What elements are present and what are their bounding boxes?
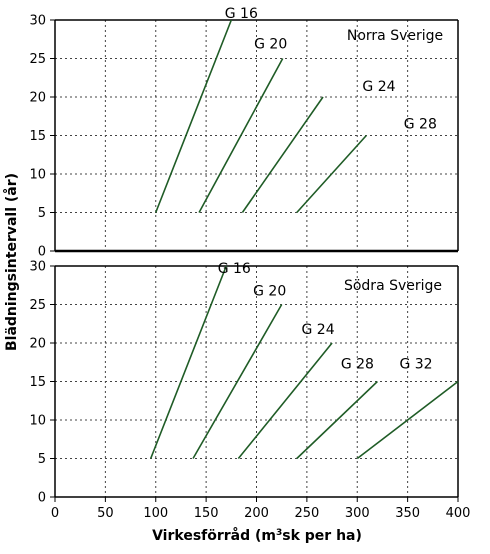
series-line bbox=[356, 380, 459, 460]
series-label: G 20 bbox=[253, 284, 286, 300]
y-axis-title: Blädningsintervall (år) bbox=[3, 173, 20, 351]
y-tick-label: 5 bbox=[38, 206, 46, 221]
y-tick-label: 10 bbox=[29, 168, 46, 183]
y-tick-label: 25 bbox=[29, 52, 46, 67]
series-line bbox=[296, 380, 378, 460]
series-label: G 24 bbox=[302, 322, 335, 338]
grid-layer bbox=[55, 20, 458, 497]
y-tick-label: 20 bbox=[29, 337, 46, 352]
x-tick-label: 150 bbox=[194, 506, 219, 521]
y-tick-label: 10 bbox=[29, 414, 46, 429]
x-tick-label: 350 bbox=[395, 506, 420, 521]
series-label: G 32 bbox=[399, 357, 432, 373]
series-label: G 16 bbox=[218, 261, 251, 277]
series-line bbox=[149, 265, 228, 459]
x-tick-label: 100 bbox=[143, 506, 168, 521]
panel-title: Södra Sverige bbox=[344, 278, 442, 294]
x-tick-label: 50 bbox=[97, 506, 114, 521]
y-tick-label: 20 bbox=[29, 91, 46, 106]
x-tick-label: 400 bbox=[446, 506, 471, 521]
y-tick-label: 15 bbox=[29, 129, 46, 144]
series-label: G 16 bbox=[225, 6, 258, 22]
x-tick-label: 300 bbox=[345, 506, 370, 521]
series-line bbox=[241, 96, 324, 213]
x-tick-label: 200 bbox=[244, 506, 269, 521]
series-label: G 24 bbox=[362, 79, 395, 95]
y-tick-label: 30 bbox=[29, 14, 46, 29]
series-line bbox=[155, 19, 233, 213]
y-tick-label: 5 bbox=[38, 452, 46, 467]
y-tick-label: 0 bbox=[38, 491, 46, 506]
y-tick-label: 25 bbox=[29, 298, 46, 313]
series-label: G 28 bbox=[341, 357, 374, 373]
y-tick-label: 15 bbox=[29, 375, 46, 390]
series-label: G 28 bbox=[404, 117, 437, 133]
x-tick-label: 250 bbox=[294, 506, 319, 521]
series-layer bbox=[149, 19, 459, 460]
panel-title: Norra Sverige bbox=[347, 28, 443, 44]
x-tick-label: 0 bbox=[51, 506, 59, 521]
series-label: G 20 bbox=[254, 37, 287, 53]
series-line bbox=[192, 304, 283, 459]
series-line bbox=[296, 134, 367, 214]
y-tick-label: 0 bbox=[38, 245, 46, 260]
x-axis-title: Virkesförråd (m3sk per ha) bbox=[152, 527, 362, 544]
series-line bbox=[198, 58, 284, 213]
series-line bbox=[237, 342, 333, 460]
y-tick-label: 30 bbox=[29, 260, 46, 275]
